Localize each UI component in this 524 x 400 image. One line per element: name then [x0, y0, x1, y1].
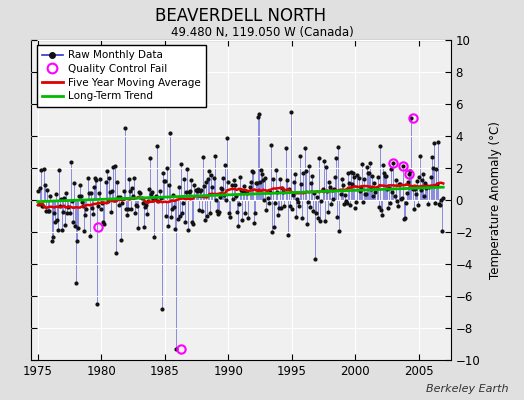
Legend: Raw Monthly Data, Quality Control Fail, Five Year Moving Average, Long-Term Tren: Raw Monthly Data, Quality Control Fail, …: [37, 45, 206, 106]
Y-axis label: Temperature Anomaly (°C): Temperature Anomaly (°C): [488, 121, 501, 279]
Title: BEAVERDELL NORTH: BEAVERDELL NORTH: [156, 6, 326, 24]
Text: Berkeley Earth: Berkeley Earth: [426, 384, 508, 394]
Text: 49.480 N, 119.050 W (Canada): 49.480 N, 119.050 W (Canada): [171, 26, 353, 39]
